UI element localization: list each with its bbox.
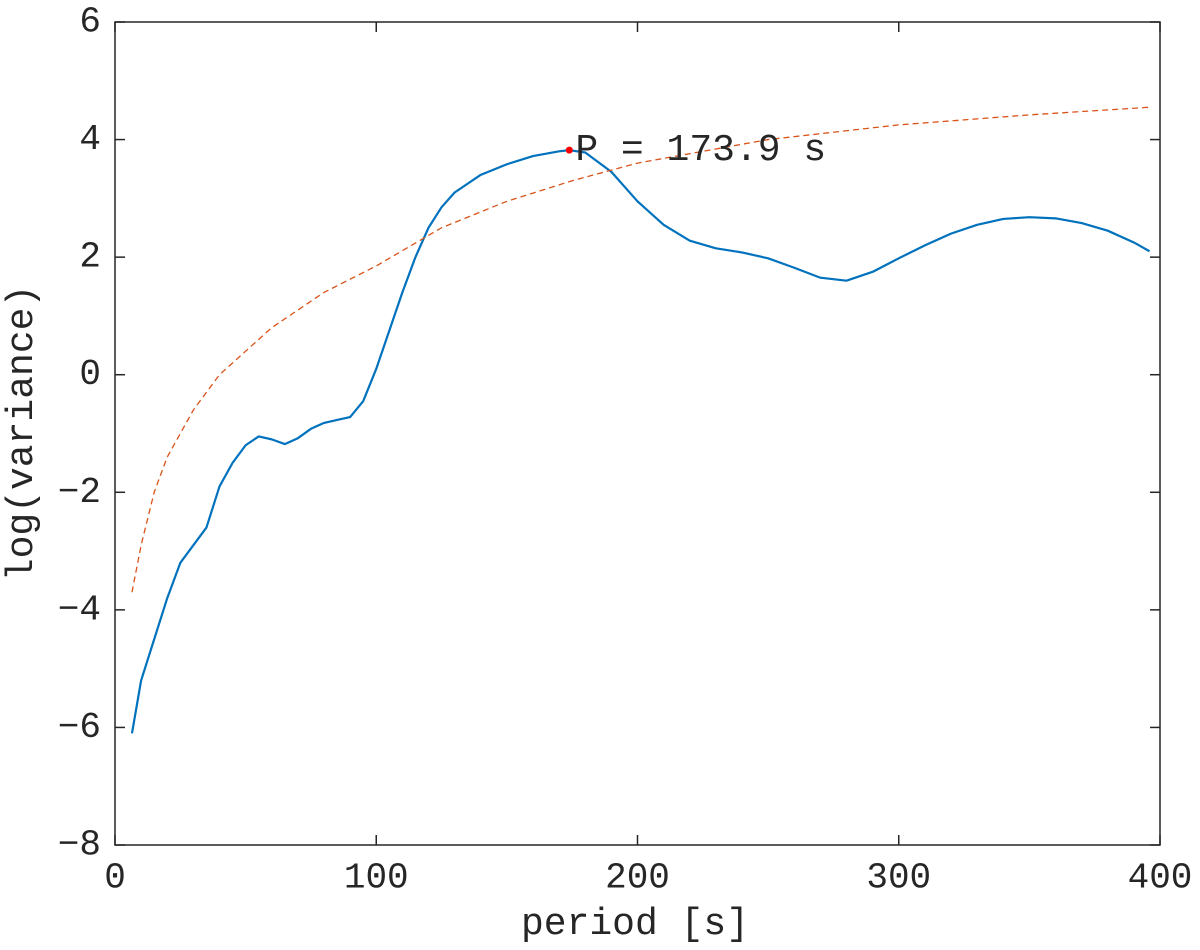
x-axis-label: period [s] xyxy=(521,903,749,946)
y-tick-label: 6 xyxy=(79,2,101,43)
y-tick-label: −4 xyxy=(58,589,101,630)
y-tick-label: −8 xyxy=(58,825,101,866)
x-tick-label: 200 xyxy=(605,858,670,899)
x-tick-label: 400 xyxy=(1128,858,1193,899)
y-tick-label: −2 xyxy=(58,472,101,513)
x-tick-label: 100 xyxy=(344,858,409,899)
x-tick-label: 0 xyxy=(104,858,126,899)
peak-marker xyxy=(565,146,573,154)
y-tick-label: 4 xyxy=(79,119,101,160)
y-tick-label: 0 xyxy=(79,354,101,395)
x-tick-label: 300 xyxy=(866,858,931,899)
data-line xyxy=(130,149,1151,734)
y-tick-label: 2 xyxy=(79,237,101,278)
annotation: P = 173.9 s xyxy=(575,129,826,172)
y-axis-label: log(variance) xyxy=(1,285,44,581)
data-line xyxy=(131,106,1150,593)
y-tick-label: −6 xyxy=(58,707,101,748)
